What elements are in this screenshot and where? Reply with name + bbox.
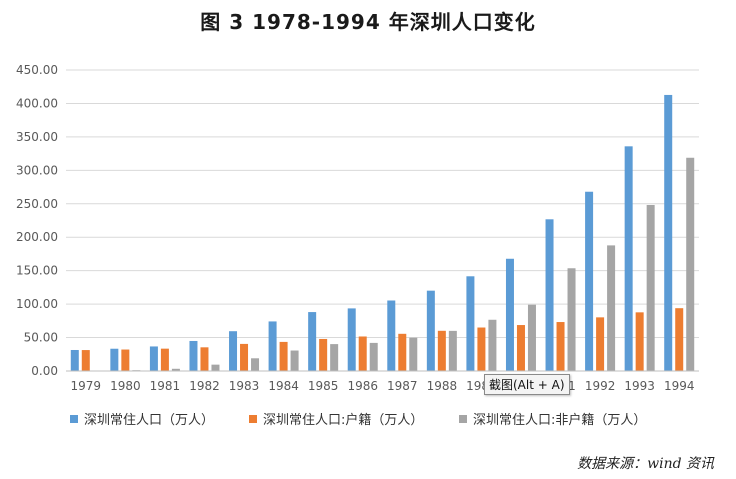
bar-1-1984: [268, 321, 277, 371]
x-tick-label: 1992: [585, 379, 616, 393]
bar-3-1991: [567, 268, 576, 371]
legend-label: 深圳常住人口（万人）: [84, 413, 215, 428]
bar-1-1989: [466, 276, 475, 371]
x-tick-label: 1983: [229, 379, 260, 393]
bar-3-1990: [527, 304, 536, 371]
y-tick-label: 350.00: [16, 130, 58, 144]
legend-swatch: [459, 415, 467, 423]
bar-2-1988: [437, 330, 446, 371]
legend-label: 深圳常住人口:非户籍（万人）: [473, 413, 647, 428]
bar-2-1991: [556, 322, 565, 371]
bar-1-1986: [347, 308, 356, 371]
bar-1-1988: [426, 290, 435, 371]
bar-1-1991: [545, 219, 554, 371]
bar-3-1982: [211, 364, 220, 371]
x-tick-label: 1987: [387, 379, 418, 393]
bar-2-1983: [240, 343, 249, 371]
bar-3-1986: [369, 342, 378, 371]
bar-1-1990: [505, 258, 514, 371]
legend-item: 深圳常住人口（万人）: [70, 409, 214, 428]
bar-1-1979: [70, 349, 79, 371]
y-tick-label: 200.00: [16, 230, 58, 244]
bar-3-1983: [251, 358, 260, 371]
x-tick-label: 1980: [110, 379, 141, 393]
bar-1-1992: [585, 191, 594, 371]
bar-3-1992: [607, 245, 616, 371]
bar-2-1994: [675, 308, 684, 371]
x-tick-label: 1981: [150, 379, 181, 393]
x-tick-label: 1994: [664, 379, 695, 393]
bar-2-1993: [635, 312, 644, 371]
y-tick-label: 450.00: [16, 63, 58, 77]
bar-1-1994: [664, 94, 673, 371]
bar-3-1988: [448, 330, 457, 371]
legend-swatch: [249, 415, 257, 423]
x-tick-label: 1982: [189, 379, 220, 393]
bar-2-1992: [596, 317, 605, 371]
screenshot-tooltip: 截图(Alt + A): [484, 374, 570, 395]
chart-legend: 深圳常住人口（万人） 深圳常住人口:户籍（万人） 深圳常住人口:非户籍（万人）: [0, 409, 736, 428]
bar-1-1982: [189, 340, 198, 371]
bar-3-1985: [330, 344, 339, 371]
y-tick-label: 50.00: [24, 331, 58, 345]
bar-3-1989: [488, 319, 497, 371]
x-tick-label: 1984: [268, 379, 299, 393]
chart-title: 图 3 1978-1994 年深圳人口变化: [200, 10, 536, 34]
bar-1-1983: [229, 331, 238, 371]
bar-3-1987: [409, 337, 418, 371]
legend-item: 深圳常住人口:非户籍（万人）: [459, 409, 646, 428]
y-tick-label: 300.00: [16, 163, 58, 177]
bar-1-1981: [149, 346, 158, 371]
bar-2-1986: [358, 336, 367, 371]
bar-2-1981: [160, 348, 169, 371]
x-tick-label: 1985: [308, 379, 339, 393]
bar-1-1985: [308, 312, 317, 371]
y-tick-label: 150.00: [16, 264, 58, 278]
bar-1-1980: [110, 348, 119, 371]
bar-3-1993: [646, 204, 655, 371]
bar-2-1985: [319, 338, 328, 371]
bar-2-1982: [200, 347, 209, 371]
x-tick-label: 1986: [347, 379, 378, 393]
bar-3-1981: [171, 368, 180, 371]
legend-label: 深圳常住人口:户籍（万人）: [263, 413, 424, 428]
bar-2-1980: [121, 349, 130, 371]
legend-item: 深圳常住人口:户籍（万人）: [249, 409, 423, 428]
y-tick-label: 100.00: [16, 297, 58, 311]
bar-2-1989: [477, 327, 486, 371]
y-tick-label: 0.00: [31, 364, 58, 378]
bar-3-1984: [290, 350, 299, 371]
bar-1-1993: [624, 146, 633, 371]
bar-2-1979: [81, 350, 90, 371]
x-tick-label: 1988: [427, 379, 458, 393]
y-tick-label: 250.00: [16, 197, 58, 211]
legend-swatch: [70, 415, 78, 423]
x-tick-label: 1979: [71, 379, 102, 393]
bar-2-1987: [398, 333, 407, 371]
bar-3-1994: [686, 157, 695, 371]
y-tick-label: 400.00: [16, 96, 58, 110]
x-tick-label: 1993: [624, 379, 655, 393]
source-note: 数据来源：wind 资讯: [577, 456, 714, 472]
bar-1-1987: [387, 300, 396, 371]
bar-2-1990: [516, 325, 525, 371]
bar-2-1984: [279, 341, 288, 371]
